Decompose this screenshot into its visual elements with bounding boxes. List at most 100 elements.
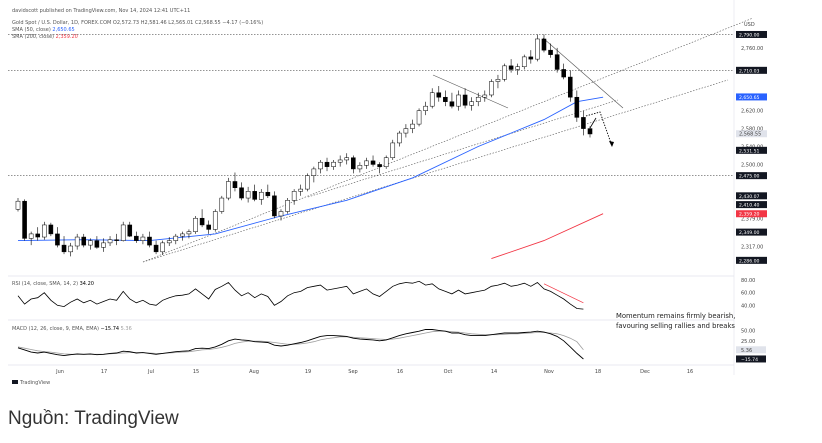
candle-body bbox=[232, 181, 238, 188]
price-tag: 2,531.51 bbox=[736, 146, 767, 154]
resistance-line-right bbox=[542, 37, 624, 109]
candle-body bbox=[166, 240, 172, 244]
candle bbox=[377, 162, 382, 174]
price-tag: 2,568.55 bbox=[736, 130, 767, 138]
price-tag-bg bbox=[736, 201, 767, 209]
candle bbox=[397, 130, 402, 147]
sma50-path bbox=[17, 96, 604, 242]
candle bbox=[548, 43, 553, 58]
price-tag: 2,349.00 bbox=[736, 228, 767, 236]
projection-arrow bbox=[585, 111, 613, 147]
candle-body bbox=[199, 217, 205, 226]
candle-body bbox=[495, 79, 501, 82]
candle-body bbox=[429, 92, 435, 107]
candle-body bbox=[186, 231, 192, 235]
candle-body bbox=[304, 175, 310, 190]
price-tag-label: 2,650.65 bbox=[739, 95, 760, 101]
price-tag-label: 2,710.03 bbox=[739, 68, 760, 74]
macd-legend-value: −15.74 bbox=[101, 326, 120, 332]
candle bbox=[449, 92, 455, 109]
candle bbox=[318, 159, 323, 174]
candle-body bbox=[81, 236, 87, 246]
candle-body bbox=[548, 49, 553, 55]
candle bbox=[232, 172, 238, 192]
candle-body bbox=[193, 217, 198, 232]
candle bbox=[193, 215, 198, 234]
sma50-legend-label: SMA (50, close) bbox=[12, 27, 51, 33]
time-tick-label: Aug bbox=[249, 369, 259, 375]
price-tick-label: 2,580.00 bbox=[741, 127, 763, 133]
candle bbox=[180, 231, 185, 241]
candle-body bbox=[298, 188, 304, 192]
candle-body bbox=[443, 96, 448, 102]
macd-value-tag-bg bbox=[736, 355, 766, 363]
candle-body bbox=[390, 142, 396, 158]
tradingview-logo-icon bbox=[12, 380, 18, 384]
candle-body bbox=[68, 245, 73, 253]
candle-body bbox=[219, 197, 225, 212]
candle-body bbox=[521, 56, 527, 67]
candle bbox=[554, 47, 560, 73]
price-tick-label: 2,500.00 bbox=[741, 162, 763, 168]
candle-body bbox=[357, 165, 363, 170]
candle bbox=[528, 50, 534, 64]
candle-body bbox=[469, 101, 474, 106]
candle-body bbox=[535, 38, 540, 60]
candle bbox=[278, 209, 284, 221]
candle bbox=[324, 157, 330, 172]
price-tag: 2,410.40 bbox=[736, 201, 767, 209]
candle-body bbox=[541, 38, 547, 51]
candle bbox=[416, 108, 422, 127]
candle-body bbox=[48, 224, 54, 235]
candle bbox=[239, 182, 244, 201]
candle-body bbox=[515, 66, 520, 70]
candle bbox=[68, 242, 73, 257]
candle bbox=[403, 124, 409, 138]
rsi-line bbox=[17, 280, 584, 310]
candle-body bbox=[127, 224, 133, 237]
price-tag-label: 2,430.07 bbox=[739, 194, 760, 200]
candle-body bbox=[561, 69, 566, 78]
sma200-line bbox=[491, 213, 604, 260]
time-tick-label: 16 bbox=[397, 369, 403, 375]
chart-frame: davidscott published on TradingView.com,… bbox=[8, 0, 768, 392]
candle-body bbox=[318, 161, 323, 170]
candle bbox=[364, 157, 369, 169]
annotation-line-1: Momentum remains firmly bearish, bbox=[616, 312, 735, 320]
candle-body bbox=[265, 191, 271, 197]
time-axis: Jun 17 Jul 15 Aug 19 Sep 16 Oct 14 Nov 18 Dec 16 bbox=[55, 369, 693, 375]
symbol-line: Gold Spot / U.S. Dollar, 1D, FOREX.COM O… bbox=[12, 20, 263, 26]
price-tag: 2,359.20 bbox=[736, 210, 767, 218]
candle-body bbox=[456, 94, 461, 107]
channel-lower-trendline bbox=[142, 79, 729, 263]
chart-background bbox=[8, 0, 734, 392]
price-tag-bg bbox=[736, 172, 767, 180]
support-trendline bbox=[307, 99, 619, 198]
candle-body bbox=[147, 236, 152, 246]
candle-body bbox=[272, 195, 277, 217]
price-tag: 2,475.00 bbox=[736, 172, 767, 180]
candle-body bbox=[285, 200, 290, 212]
candle-body bbox=[351, 157, 356, 170]
price-tick-label: 2,620.00 bbox=[741, 109, 763, 115]
time-tick-label: Sep bbox=[348, 369, 357, 375]
price-tag: 2,650.65 bbox=[736, 93, 767, 101]
macd-legend-value2: 5.36 bbox=[121, 326, 132, 332]
candle-body bbox=[403, 128, 409, 134]
candle bbox=[456, 90, 461, 111]
price-tag-bg bbox=[736, 210, 767, 218]
candle bbox=[127, 221, 133, 238]
price-tag-bg bbox=[736, 228, 767, 236]
candle-body bbox=[554, 54, 560, 70]
candle bbox=[173, 233, 179, 245]
candle-body bbox=[423, 105, 428, 111]
candle bbox=[94, 236, 100, 249]
candle bbox=[489, 79, 494, 98]
candle bbox=[166, 237, 172, 247]
rsi-legend-value: 34.20 bbox=[80, 281, 94, 287]
sma200-legend: SMA (200, close) 2,359.20 bbox=[12, 34, 78, 40]
candle-body bbox=[278, 211, 284, 217]
candle bbox=[101, 238, 106, 252]
candle-body bbox=[449, 101, 455, 107]
price-tick-label: 2,760.00 bbox=[741, 46, 763, 52]
